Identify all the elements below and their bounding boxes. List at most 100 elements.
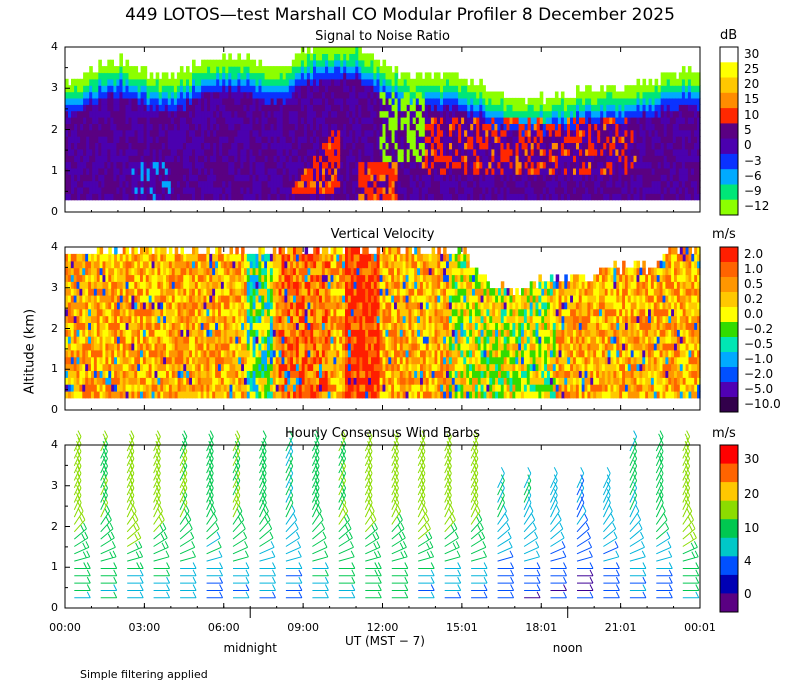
snr-cell xyxy=(309,72,314,80)
velocity-cell xyxy=(73,274,78,282)
snr-cell xyxy=(210,174,214,182)
snr-cell xyxy=(666,161,671,169)
snr-cell xyxy=(107,59,111,67)
velocity-cell xyxy=(148,315,153,323)
snr-cell xyxy=(678,78,683,86)
snr-cell xyxy=(89,161,93,169)
snr-cell xyxy=(331,129,335,137)
snr-cell xyxy=(137,123,142,131)
snr-cell xyxy=(430,85,435,93)
velocity-cell xyxy=(171,274,176,282)
snr-cell xyxy=(657,129,662,137)
snr-cell xyxy=(273,66,278,74)
snr-cell xyxy=(579,104,583,112)
snr-cell xyxy=(421,97,426,105)
snr-cell xyxy=(452,117,456,124)
snr-cell xyxy=(128,142,133,150)
snr-cell xyxy=(545,148,550,156)
snr-cell xyxy=(539,104,544,112)
snr-cell xyxy=(500,186,504,194)
snr-cell xyxy=(243,104,247,112)
velocity-cell xyxy=(99,301,104,310)
snr-cell xyxy=(512,123,517,131)
snr-cell xyxy=(279,193,284,201)
snr-cell xyxy=(440,142,444,150)
snr-cell xyxy=(252,136,257,143)
velocity-cell xyxy=(148,356,153,365)
snr-cell xyxy=(636,142,641,150)
velocity-cell xyxy=(102,356,106,365)
snr-cell xyxy=(122,78,127,86)
snr-cell xyxy=(189,104,193,112)
snr-cell xyxy=(134,97,139,105)
snr-cell xyxy=(164,167,169,175)
snr-cell xyxy=(288,123,293,131)
snr-cell xyxy=(213,155,217,163)
snr-cell xyxy=(319,148,323,156)
snr-cell xyxy=(557,167,562,175)
snr-cell xyxy=(684,142,689,150)
snr-cell xyxy=(83,85,87,93)
snr-cell xyxy=(134,174,139,182)
velocity-cell xyxy=(108,363,112,371)
snr-cell xyxy=(173,78,178,86)
snr-cell xyxy=(322,85,326,93)
snr-cell xyxy=(681,104,686,112)
snr-cell xyxy=(225,97,229,105)
snr-cell xyxy=(567,117,571,124)
snr-cell xyxy=(334,148,338,156)
snr-cell xyxy=(204,85,208,93)
snr-cell xyxy=(182,142,187,150)
snr-cell xyxy=(116,174,120,182)
snr-cell xyxy=(279,186,284,194)
snr-cell xyxy=(264,66,269,74)
velocity-cell xyxy=(148,390,153,399)
velocity-cell xyxy=(117,329,121,337)
snr-cell xyxy=(297,53,302,61)
snr-cell xyxy=(412,97,417,105)
snr-cell xyxy=(74,110,78,118)
snr-cell xyxy=(198,117,202,124)
snr-cell xyxy=(249,193,254,201)
snr-cell xyxy=(149,142,154,150)
snr-cell xyxy=(349,91,353,99)
snr-cell xyxy=(258,161,263,169)
snr-cell xyxy=(521,110,526,118)
snr-cell xyxy=(297,167,302,175)
snr-cell xyxy=(252,59,257,67)
snr-cell xyxy=(412,167,417,175)
snr-cell xyxy=(600,97,604,105)
snr-cell xyxy=(316,142,320,150)
snr-cell xyxy=(639,97,644,105)
snr-cell xyxy=(68,174,72,182)
snr-cell xyxy=(443,129,447,137)
snr-cell xyxy=(309,174,314,182)
snr-cell xyxy=(440,117,444,124)
snr-cell xyxy=(554,136,559,143)
velocity-cell xyxy=(105,384,109,392)
snr-cell xyxy=(443,91,447,99)
snr-cell xyxy=(249,167,254,175)
velocity-cell xyxy=(148,308,153,317)
snr-cell xyxy=(554,167,559,175)
snr-cell xyxy=(373,117,377,124)
snr-cell xyxy=(143,104,148,112)
snr-cell xyxy=(615,110,619,118)
snr-cell xyxy=(597,167,601,175)
snr-cell xyxy=(500,97,504,105)
snr-cell xyxy=(570,193,574,201)
snr-cell xyxy=(322,193,326,201)
velocity-cell xyxy=(79,288,83,296)
snr-cell xyxy=(684,72,689,80)
velocity-cell xyxy=(88,377,92,385)
snr-cell xyxy=(210,78,214,86)
snr-cell xyxy=(340,155,344,163)
snr-cell xyxy=(195,148,199,156)
snr-cell xyxy=(158,123,163,131)
snr-cell xyxy=(512,193,517,201)
snr-cell xyxy=(146,193,151,201)
snr-cell xyxy=(213,72,217,80)
snr-cell xyxy=(576,85,580,93)
snr-cell xyxy=(346,117,350,124)
snr-cell xyxy=(609,104,613,112)
